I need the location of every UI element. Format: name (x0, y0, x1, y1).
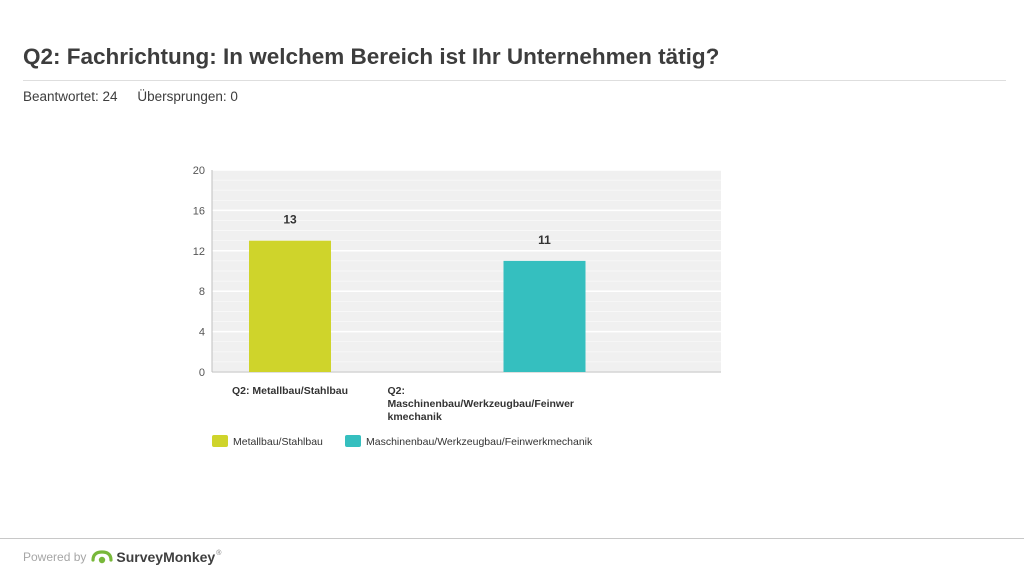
y-tick-label: 12 (193, 246, 205, 258)
bar (249, 240, 331, 372)
y-tick-label: 4 (199, 327, 205, 339)
x-tick-label: Q2: (388, 385, 406, 397)
footer-divider (0, 538, 1024, 539)
powered-by-label: Powered by (23, 550, 87, 564)
brand-name: SurveyMonkey (116, 549, 216, 565)
data-label: 13 (283, 213, 297, 227)
title-divider (23, 80, 1006, 81)
legend-swatch (212, 435, 228, 447)
trademark-symbol: ® (216, 549, 222, 557)
x-tick-label: kmechanik (388, 411, 442, 423)
x-tick-label: Q2: Metallbau/Stahlbau (232, 385, 348, 397)
footer: Powered by SurveyMonkey ® (23, 546, 221, 568)
y-tick-label: 8 (199, 286, 205, 298)
legend-label: Maschinenbau/Werkzeugbau/Feinwerkmechani… (366, 436, 593, 448)
response-stats: Beantwortet: 24 Übersprungen: 0 (23, 89, 238, 104)
y-tick-label: 0 (199, 367, 205, 379)
surveymonkey-logo-icon (91, 550, 113, 564)
y-tick-label: 20 (193, 165, 205, 177)
legend-swatch (345, 435, 361, 447)
skipped-count: Übersprungen: 0 (137, 89, 238, 104)
page-title: Q2: Fachrichtung: In welchem Bereich ist… (23, 44, 720, 69)
answered-count: Beantwortet: 24 (23, 89, 118, 104)
x-tick-label: Maschinenbau/Werkzeugbau/Feinwer (388, 398, 575, 410)
legend-label: Metallbau/Stahlbau (233, 436, 323, 448)
bar (503, 260, 586, 372)
y-tick-label: 16 (193, 205, 205, 217)
data-label: 11 (538, 233, 551, 247)
